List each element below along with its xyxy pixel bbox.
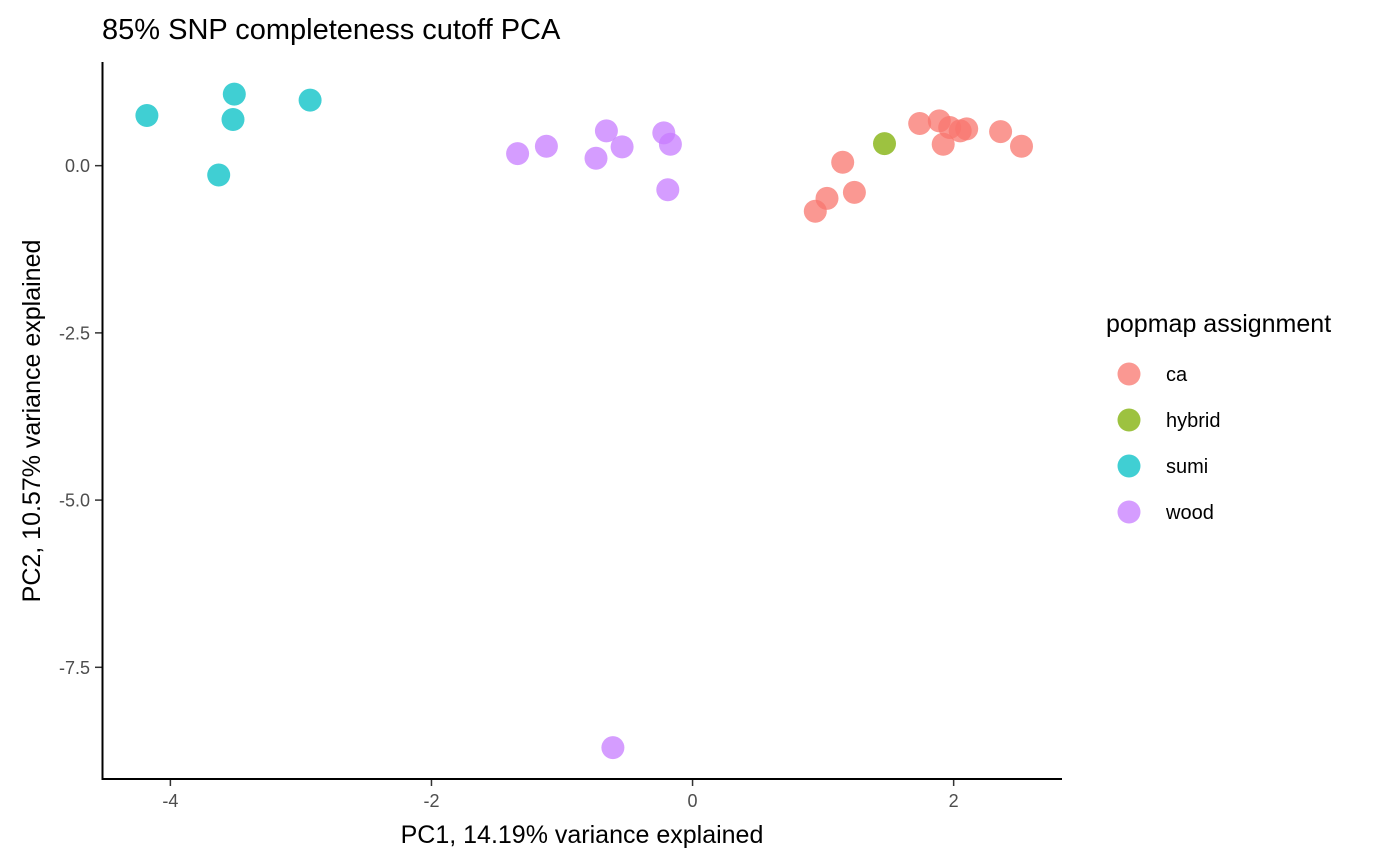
- x-tick-label: -4: [162, 791, 178, 811]
- legend-label-wood: wood: [1165, 502, 1214, 524]
- y-tick-label: -5.0: [59, 491, 90, 511]
- point-ca-4: [908, 112, 932, 135]
- x-tick-label: 0: [688, 791, 698, 811]
- point-sumi-2: [222, 82, 246, 106]
- point-ca-9: [955, 117, 979, 141]
- point-ca-2: [842, 180, 866, 204]
- point-ca-11: [1010, 134, 1033, 158]
- point-wood-6: [658, 132, 682, 156]
- y-tick-label: -7.5: [59, 658, 90, 678]
- legend-label-sumi: sumi: [1166, 456, 1208, 478]
- point-sumi-4: [298, 88, 322, 112]
- plot-area: [135, 82, 1033, 760]
- y-axis-ticks: 0.0 -2.5 -5.0 -7.5: [59, 156, 102, 678]
- y-axis-title: PC2, 10.57% variance explained: [18, 240, 46, 603]
- point-ca-10: [989, 120, 1013, 144]
- legend-title: popmap assignment: [1106, 310, 1331, 338]
- legend: popmap assignment ca hybrid sumi wood: [1106, 310, 1331, 524]
- point-wood-4: [610, 135, 634, 159]
- legend-key-wood: [1117, 500, 1141, 524]
- point-sumi-0: [135, 104, 159, 127]
- point-wood-1: [534, 134, 558, 158]
- legend-key-hybrid: [1117, 408, 1141, 432]
- point-hybrid-0: [873, 132, 896, 156]
- point-ca-3: [831, 150, 855, 174]
- legend-label-hybrid: hybrid: [1166, 410, 1220, 432]
- chart-title: 85% SNP completeness cutoff PCA: [102, 14, 561, 46]
- point-sumi-3: [221, 108, 245, 131]
- y-tick-label: 0.0: [65, 156, 90, 176]
- point-wood-7: [656, 178, 680, 202]
- y-tick-label: -2.5: [59, 323, 90, 343]
- x-tick-label: -2: [423, 791, 439, 811]
- point-wood-0: [506, 142, 530, 166]
- point-ca-1: [815, 186, 839, 210]
- x-axis-ticks: -4 -2 0 2: [162, 780, 959, 811]
- x-tick-label: 2: [949, 791, 959, 811]
- point-wood-3: [594, 119, 618, 143]
- legend-key-ca: [1117, 362, 1141, 386]
- legend-label-ca: ca: [1166, 364, 1188, 386]
- legend-key-sumi: [1117, 454, 1141, 478]
- x-axis-title: PC1, 14.19% variance explained: [401, 821, 764, 849]
- point-wood-8: [601, 736, 625, 760]
- point-sumi-1: [207, 163, 231, 187]
- point-wood-2: [584, 146, 608, 170]
